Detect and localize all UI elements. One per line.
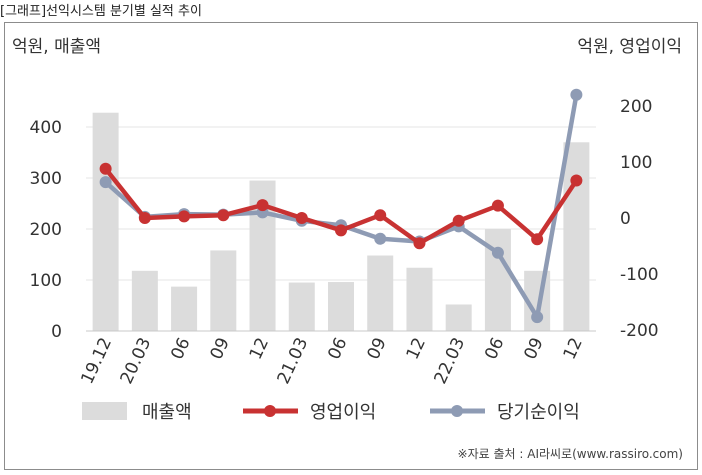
right-tick-label: 200: [620, 97, 652, 117]
left-tick-label: 0: [51, 322, 62, 342]
left-tick-label: 300: [30, 169, 62, 189]
operating-profit-point: [374, 209, 387, 222]
legend-label-operating: 영업이익: [310, 402, 376, 423]
right-tick-label: -100: [620, 265, 659, 285]
operating-profit-point: [570, 174, 583, 187]
legend-marker-net: [451, 405, 463, 417]
bar-sales: [445, 304, 472, 331]
bar-sales: [328, 282, 354, 331]
right-tick-label: 100: [620, 153, 652, 173]
operating-profit-point: [491, 199, 504, 212]
operating-profit-point: [99, 162, 112, 175]
operating-profit-point: [413, 237, 426, 250]
sales-bars: [92, 112, 590, 331]
source-credit: ※자료 출처 : AI라씨로(www.rassiro.com): [458, 447, 683, 461]
bar-sales: [131, 270, 158, 331]
net-income-point: [374, 232, 387, 245]
operating-profit-point: [178, 210, 191, 223]
x-tick-label: 22.03: [431, 335, 470, 388]
x-tick-label: 19.12: [77, 335, 116, 388]
right-tick-label: 0: [620, 209, 631, 229]
x-tick-label: 21.03: [274, 335, 313, 388]
bar-sales: [367, 255, 394, 331]
x-tick-label: 20.03: [117, 335, 156, 388]
legend-label-net: 당기순이익: [497, 402, 580, 423]
x-tick-label: 12: [403, 335, 430, 363]
net-income-point: [570, 88, 583, 101]
net-income-point: [99, 176, 112, 189]
left-tick-label: 200: [30, 220, 62, 240]
operating-profit-point: [217, 209, 230, 222]
x-tick-label: 12: [246, 335, 273, 363]
legend-swatch-sales: [82, 402, 127, 420]
grid-lines: [86, 126, 596, 281]
operating-profit-point: [452, 214, 465, 227]
x-tick-label: 09: [520, 335, 547, 363]
operating-profit-point: [138, 212, 151, 224]
right-axis-label: 억원, 영업이익: [577, 37, 682, 57]
left-tick-label: 100: [30, 271, 62, 291]
operating-profit-point: [335, 224, 347, 237]
bar-sales: [171, 286, 198, 331]
bar-sales: [563, 142, 590, 331]
left-tick-label: 400: [30, 118, 62, 138]
net-income-point: [491, 246, 504, 259]
x-tick-label: 12: [560, 335, 587, 363]
legend-marker-operating: [264, 405, 276, 417]
line-series: [99, 88, 583, 324]
x-tick-label: 06: [324, 335, 351, 363]
bar-sales: [92, 112, 119, 331]
legend: 매출액 영업이익 당기순이익: [82, 402, 580, 423]
left-axis-label: 억원, 매출액: [12, 37, 101, 57]
operating-profit-point: [295, 212, 308, 224]
page-title: [그래프]선익시스템 분기별 실적 추이: [0, 4, 202, 19]
legend-label-sales: 매출액: [142, 402, 192, 423]
net-income-point: [531, 311, 544, 324]
bar-sales: [406, 267, 433, 331]
bar-sales: [288, 282, 315, 331]
x-tick-label: 09: [207, 335, 234, 363]
operating-profit-point: [256, 199, 269, 212]
right-tick-label: -200: [620, 321, 659, 341]
x-tick-label: 06: [167, 335, 194, 363]
bar-sales: [210, 250, 237, 331]
x-tick-label: 06: [481, 335, 508, 363]
operating-profit-point: [531, 233, 544, 246]
x-tick-label: 09: [363, 335, 390, 363]
